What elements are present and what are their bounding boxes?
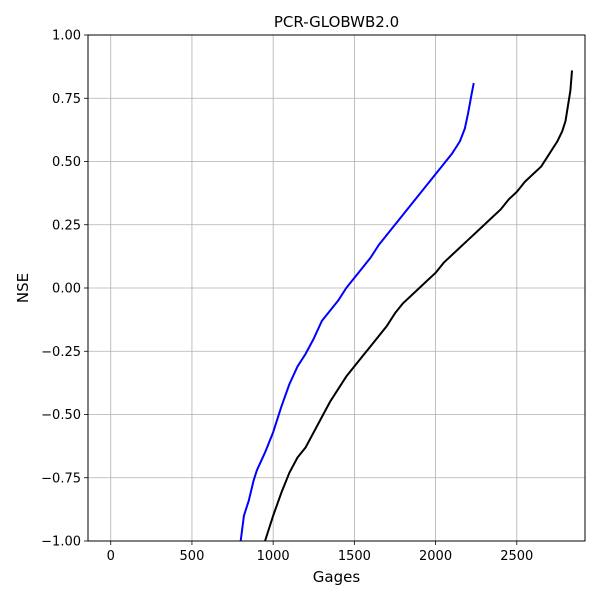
x-tick-label: 1500 [338,549,371,564]
y-tick-label: 0.00 [52,282,81,297]
y-tick-label: 0.75 [52,92,81,107]
x-tick-label: 2000 [419,549,452,564]
y-tick-label: 1.00 [52,29,81,44]
y-tick-label: 0.25 [52,218,81,233]
y-tick-label: −1.00 [41,535,81,550]
y-tick-label: −0.75 [41,471,81,486]
x-axis-label: Gages [313,568,361,586]
series-line-blue [239,82,475,542]
ticks: 0 500 1000 1500 2000 2500 −1.00 −0.75 −0.50 −0.25… [41,29,533,565]
series-line-black [264,70,574,542]
x-tick-label: 0 [107,549,115,564]
x-tick-label: 1000 [257,549,290,564]
y-tick-label: −0.25 [41,345,81,360]
y-axis-label: NSE [14,273,32,303]
x-tick-label: 2500 [500,549,533,564]
grid [88,34,585,542]
x-tick-label: 500 [180,549,205,564]
y-tick-label: −0.50 [41,408,81,423]
series-layer [239,70,574,542]
y-tick-label: 0.50 [52,155,81,170]
chart-title: PCR-GLOBWB2.0 [274,13,399,31]
